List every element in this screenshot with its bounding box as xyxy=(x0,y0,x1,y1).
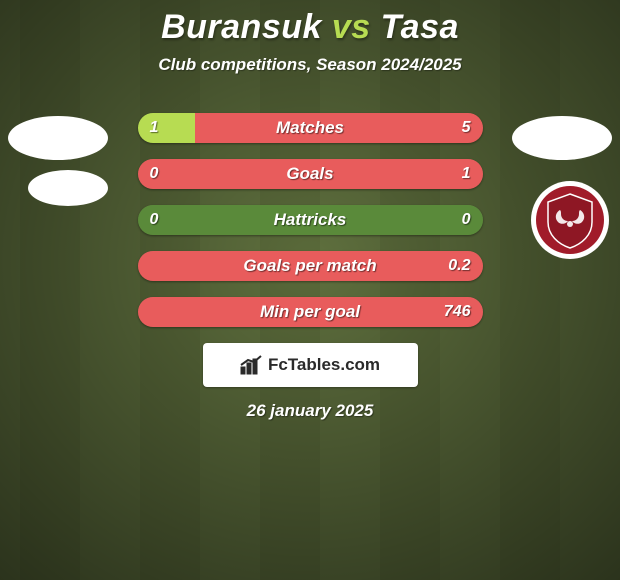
brand-box[interactable]: FcTables.com xyxy=(203,343,418,387)
stat-value-right: 1 xyxy=(462,159,471,189)
player1-badge-placeholder-2 xyxy=(28,170,108,206)
stat-row: Matches1 5 xyxy=(138,113,483,143)
brand-text: FcTables.com xyxy=(268,355,380,375)
stat-value-right: 746 xyxy=(444,297,471,327)
stat-value-left: 0 xyxy=(150,159,159,189)
stat-row: Goals0 1 xyxy=(138,159,483,189)
stat-row: Min per goal746 xyxy=(138,297,483,327)
date: 26 january 2025 xyxy=(0,401,620,421)
stat-label: Goals per match xyxy=(138,251,483,281)
player2-badge-placeholder xyxy=(512,116,612,160)
stat-row: Goals per match0.2 xyxy=(138,251,483,281)
player1-badge-placeholder xyxy=(8,116,108,160)
stat-label: Hattricks xyxy=(138,205,483,235)
stats-bars: Matches15Goals01Hattricks00Goals per mat… xyxy=(138,113,483,327)
title-vs: vs xyxy=(332,8,371,46)
stat-value-right: 0 xyxy=(462,205,471,235)
brand-chart-icon xyxy=(240,355,262,375)
stat-label: Goals xyxy=(138,159,483,189)
subtitle: Club competitions, Season 2024/2025 xyxy=(0,55,620,75)
stat-label: Matches xyxy=(138,113,483,143)
stat-value-left: 1 xyxy=(150,113,159,143)
stat-row: Hattricks0 0 xyxy=(138,205,483,235)
page-title: Buransuk vs Tasa xyxy=(0,8,620,47)
stat-value-right: 0.2 xyxy=(448,251,470,281)
content: Buransuk vs Tasa Club competitions, Seas… xyxy=(0,0,620,580)
club-badge-right xyxy=(530,180,610,260)
title-player2: Tasa xyxy=(381,8,459,46)
club-badge-icon xyxy=(530,180,610,260)
stat-value-right: 5 xyxy=(462,113,471,143)
stat-value-left: 0 xyxy=(150,205,159,235)
title-player1: Buransuk xyxy=(161,8,322,46)
stat-label: Min per goal xyxy=(138,297,483,327)
